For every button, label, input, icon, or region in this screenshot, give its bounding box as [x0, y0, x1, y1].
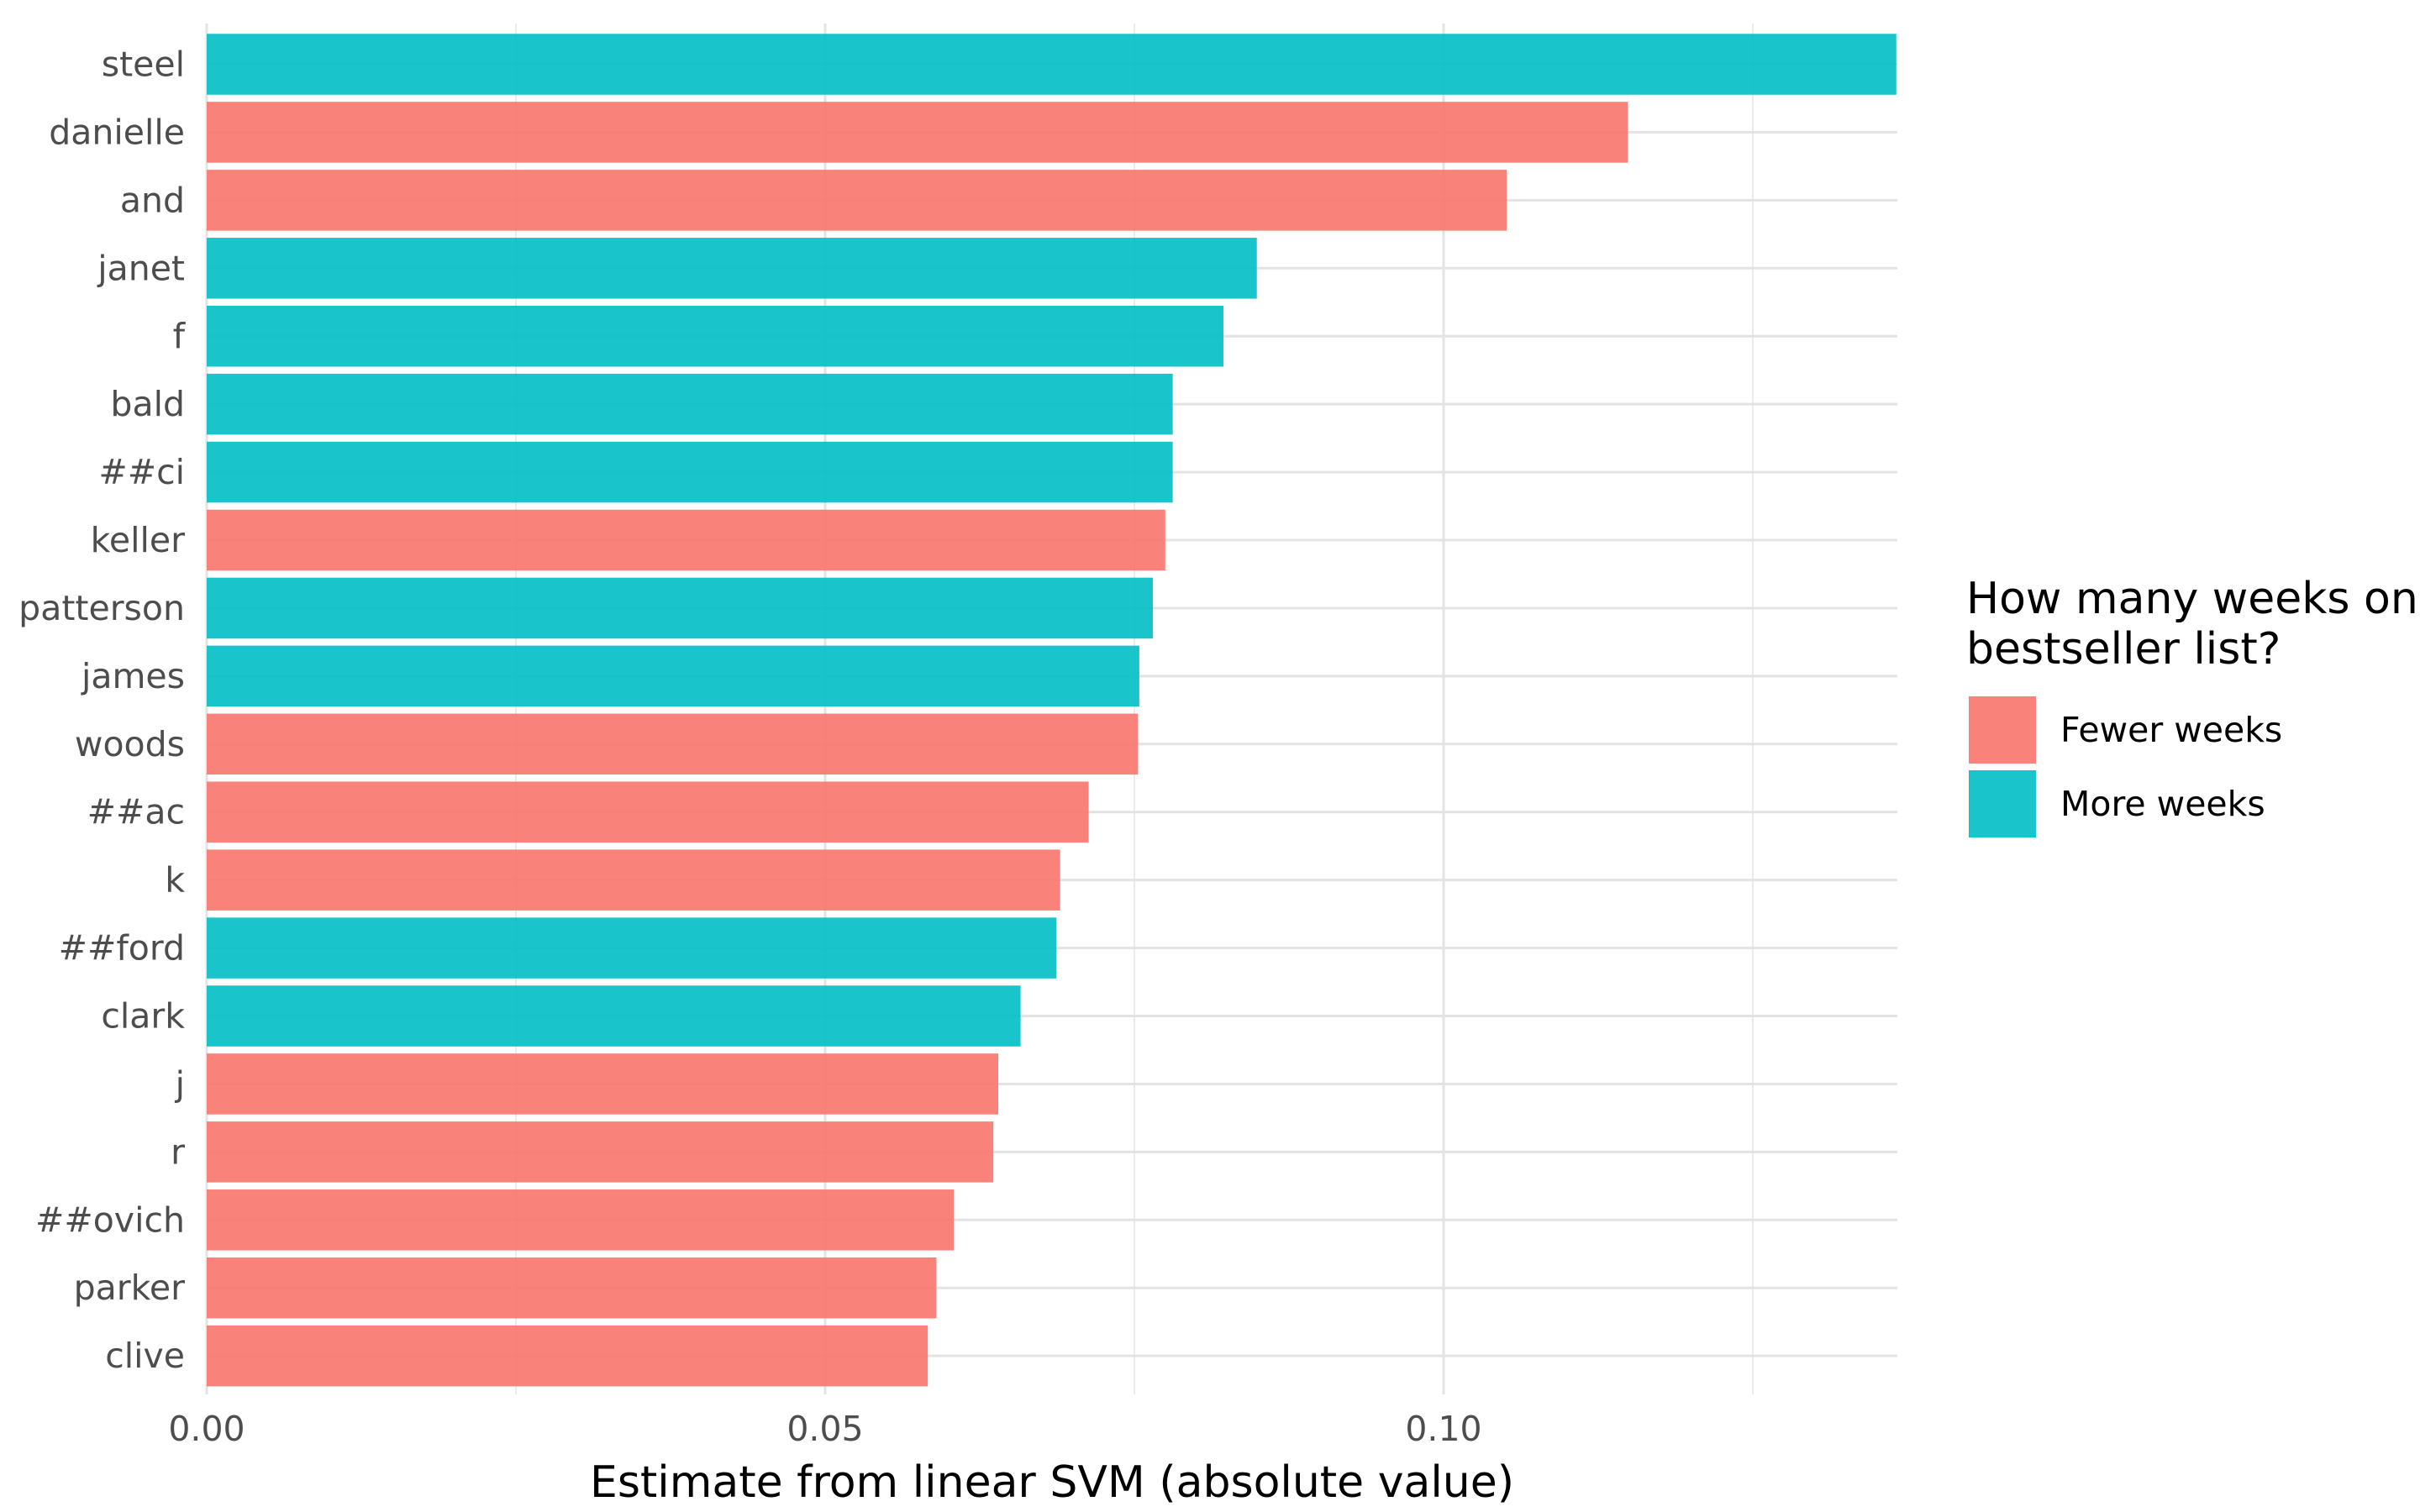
bar-k — [207, 849, 1060, 911]
bar-ci — [207, 441, 1173, 503]
x-tick-label: 0.05 — [786, 1409, 863, 1449]
legend-title-line-1: How many weeks on — [1966, 574, 2418, 624]
y-axis-label: clive — [105, 1336, 185, 1376]
x-axis-tick-labels: 0.00 0.05 0.10 — [168, 1409, 1481, 1449]
legend-items: Fewer weeks More weeks — [1969, 696, 2282, 837]
bar-steel — [207, 34, 1897, 95]
y-axis-label: james — [81, 656, 185, 696]
y-axis-label: clark — [101, 996, 185, 1037]
y-axis-label: steel — [102, 45, 185, 85]
y-axis-label: ##ac — [87, 792, 185, 832]
bar-woods — [207, 713, 1139, 775]
legend: How many weeks on bestseller list? Fewer… — [1966, 574, 2418, 837]
bar-james — [207, 645, 1139, 707]
bar-r — [207, 1121, 994, 1183]
y-axis-label: keller — [91, 520, 186, 560]
bar-and — [207, 170, 1507, 231]
y-axis-label: parker — [74, 1268, 186, 1308]
y-axis-label: woods — [75, 724, 185, 764]
y-axis-labels: steel danielle and janet f bald ##ci keller patt… — [18, 45, 186, 1377]
y-axis-label: bald — [110, 384, 185, 424]
x-axis-title: Estimate from linear SVM (absolute value… — [590, 1457, 1514, 1508]
bar-ovich — [207, 1189, 955, 1251]
y-axis-label: k — [165, 860, 185, 900]
bar-bald — [207, 373, 1173, 435]
bar-ac — [207, 781, 1089, 843]
y-axis-label: patterson — [18, 588, 185, 628]
y-axis-label: r — [171, 1131, 185, 1172]
legend-label: More weeks — [2060, 784, 2265, 824]
bar-j — [207, 1053, 999, 1115]
bar-clive — [207, 1325, 929, 1387]
bar-danielle — [207, 102, 1628, 163]
bar-f — [207, 305, 1223, 367]
legend-label: Fewer weeks — [2060, 710, 2282, 750]
bar-ford — [207, 917, 1057, 979]
y-axis-label: ##ford — [59, 928, 185, 969]
y-axis-label: janet — [97, 248, 185, 288]
y-axis-label: ##ci — [98, 452, 185, 492]
bar-keller — [207, 509, 1165, 571]
x-tick-label: 0.00 — [168, 1409, 245, 1449]
bars — [207, 34, 1897, 1387]
y-axis-label: f — [173, 316, 187, 356]
bar-parker — [207, 1257, 937, 1319]
legend-key — [1969, 696, 2036, 764]
y-axis-label: and — [120, 180, 185, 220]
bar-patterson — [207, 577, 1154, 639]
x-tick-label: 0.10 — [1405, 1409, 1481, 1449]
bar-clark — [207, 985, 1021, 1047]
y-axis-label: danielle — [49, 112, 185, 152]
y-axis-label: ##ovich — [35, 1200, 185, 1240]
legend-title-line-2: bestseller list? — [1966, 624, 2281, 675]
bar-janet — [207, 238, 1257, 299]
legend-key — [1969, 770, 2036, 837]
y-axis-label: j — [175, 1063, 185, 1104]
